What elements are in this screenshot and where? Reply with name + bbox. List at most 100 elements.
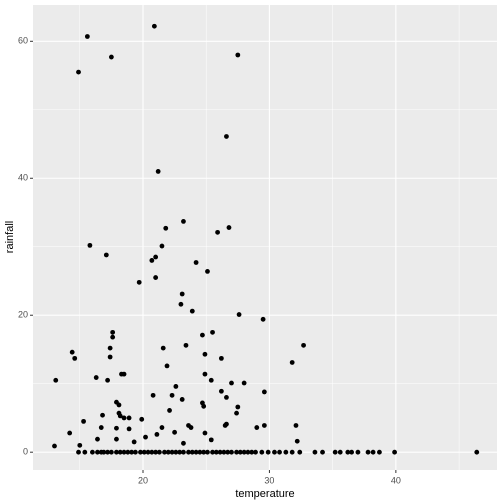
point [189,308,195,314]
point [241,449,247,455]
point [272,449,277,455]
point [210,329,215,335]
point [117,449,123,455]
point [76,69,81,75]
point [169,392,175,398]
point [82,449,88,455]
point [178,301,184,307]
point [225,449,231,455]
point [224,395,229,400]
point [162,449,167,455]
point [76,449,81,455]
point [87,242,93,248]
point [261,423,267,428]
point [169,449,175,455]
point [143,434,148,440]
point [332,449,338,455]
point [151,23,157,29]
point [261,389,267,395]
point [202,371,208,377]
point [98,425,104,430]
point [205,268,210,274]
point [224,134,229,139]
point [392,449,397,455]
point [205,449,210,455]
point [265,449,271,455]
point [213,449,219,455]
point [145,449,151,455]
point [72,355,78,361]
point [93,375,99,380]
point [153,449,159,455]
point [193,449,199,455]
point [218,388,224,394]
point [107,345,113,351]
point [103,252,109,258]
point [289,360,295,365]
point [221,449,227,455]
point [254,425,260,430]
point [181,449,186,455]
point [108,54,114,60]
y-axis-title: rainfall [4,221,16,253]
point [95,449,100,455]
point [201,403,207,409]
point [181,440,186,446]
point [150,392,156,398]
x-tick-label: 20 [138,475,148,485]
point [200,332,205,338]
point [210,449,215,455]
point [179,397,185,402]
point [320,449,325,455]
point [105,377,110,383]
point [260,316,266,322]
y-tick-label: 0 [23,447,28,457]
point [224,421,229,427]
x-tick-label: 40 [391,475,401,485]
point [259,449,265,455]
point [84,34,90,39]
point [355,449,361,455]
point [241,380,247,386]
point [172,429,178,435]
point [69,349,75,355]
point [277,449,282,455]
point [117,413,123,419]
point [114,449,119,455]
point [114,425,119,431]
point [159,425,165,430]
point [52,443,57,449]
point [377,449,382,455]
point [136,279,142,285]
point [474,449,480,455]
point [289,449,295,455]
point [95,436,100,442]
point [159,243,165,249]
point [160,345,166,351]
point [293,423,299,428]
point [77,442,83,448]
point [173,449,179,455]
point [138,449,143,455]
point [365,449,371,455]
point [105,449,110,455]
point [149,258,155,263]
point [235,52,241,58]
point [100,412,105,418]
point [236,312,242,317]
point [177,449,183,455]
point [125,449,131,455]
point [229,380,234,386]
point [217,449,223,455]
y-tick-label: 40 [18,173,28,183]
point [155,169,161,174]
point [208,437,214,443]
point [215,229,220,235]
point [116,402,122,408]
point [53,377,59,383]
point [129,449,135,455]
point [226,225,232,230]
point [188,425,194,430]
point [197,449,203,455]
